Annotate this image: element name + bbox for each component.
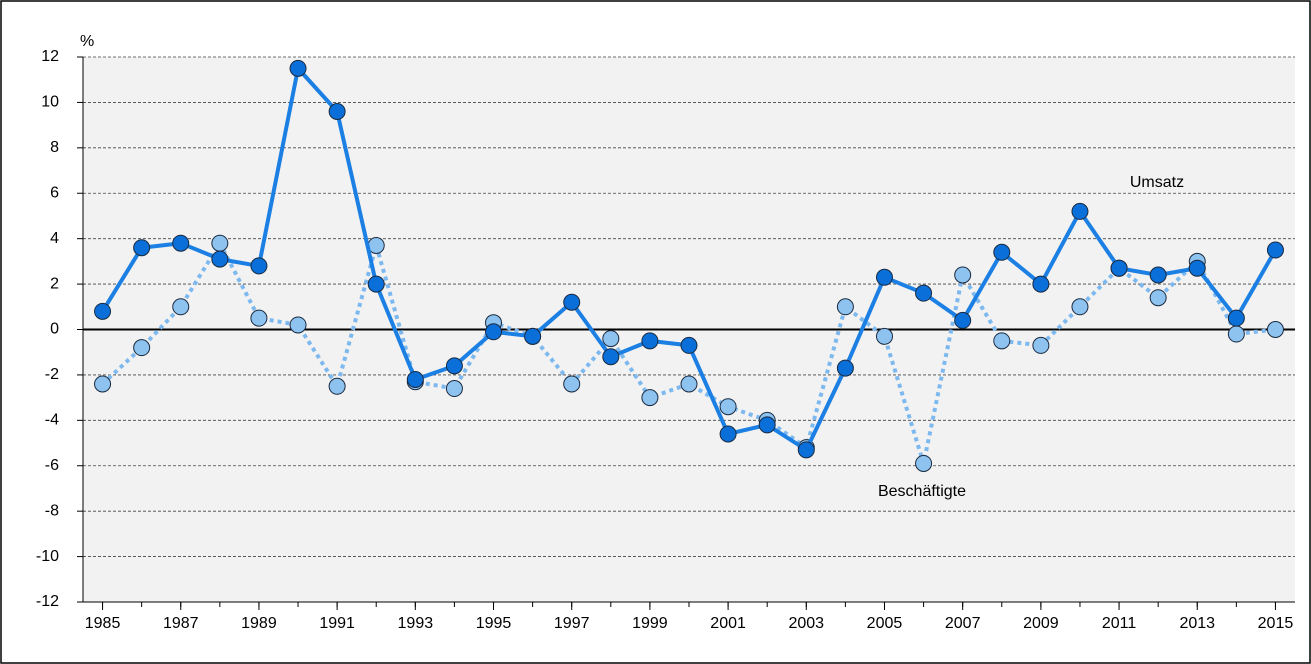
series-annotation: Beschäftigte (878, 483, 966, 500)
x-tick-label: 2015 (1258, 615, 1294, 632)
series-marker (1032, 336, 1050, 354)
series-marker (1149, 289, 1167, 307)
series-marker (250, 257, 268, 275)
y-tick-label: -2 (45, 366, 59, 383)
series-marker (836, 359, 854, 377)
x-tick-label: 1993 (398, 615, 434, 632)
series-marker (1266, 321, 1284, 338)
x-tick-label: 1987 (163, 615, 199, 632)
series-marker (954, 311, 972, 329)
series-marker (328, 103, 346, 120)
x-tick-label: 2013 (1179, 615, 1215, 632)
x-tick-label: 1989 (241, 615, 277, 632)
series-marker (406, 370, 424, 388)
series-marker (680, 375, 698, 393)
y-tick-label: 12 (41, 48, 59, 65)
series-marker (758, 416, 776, 434)
series-marker (1188, 259, 1206, 277)
series-marker (993, 243, 1011, 261)
series-marker (172, 234, 190, 252)
series-marker (211, 234, 229, 252)
series-marker (133, 239, 151, 257)
series-marker (602, 348, 620, 366)
series-marker (680, 336, 698, 354)
series-marker (641, 389, 659, 407)
y-tick-label: 4 (50, 230, 59, 247)
series-marker (1149, 266, 1167, 284)
series-marker (211, 250, 229, 268)
series-marker (954, 266, 972, 284)
series-marker (1266, 241, 1284, 259)
series-marker (797, 441, 815, 459)
series-marker (1032, 275, 1050, 293)
series-marker (1110, 259, 1128, 277)
x-tick-label: 2003 (788, 615, 824, 632)
series-marker (1071, 202, 1089, 220)
series-marker (915, 284, 933, 302)
series-marker (1227, 309, 1245, 327)
x-tick-label: 2009 (1023, 615, 1059, 632)
x-tick-label: 2001 (710, 615, 746, 632)
x-tick-label: 1999 (632, 615, 668, 632)
series-marker (94, 302, 112, 320)
series-marker (1227, 325, 1245, 343)
x-tick-label: 2011 (1102, 615, 1137, 632)
series-marker (172, 298, 190, 316)
y-tick-label: 6 (50, 184, 59, 201)
series-marker (445, 357, 463, 375)
x-tick-label: 2005 (867, 615, 903, 632)
y-tick-label: -10 (36, 548, 59, 565)
x-tick-label: 1995 (476, 615, 512, 632)
series-marker (328, 377, 346, 395)
series-marker (875, 327, 893, 345)
series-marker (250, 309, 268, 327)
series-marker (445, 380, 463, 398)
series-marker (94, 375, 112, 393)
y-unit-label: % (80, 33, 94, 50)
series-marker (563, 293, 581, 311)
series-marker (875, 268, 893, 286)
series-marker (289, 316, 307, 334)
x-tick-label: 2007 (945, 615, 981, 632)
y-tick-label: -8 (45, 502, 59, 519)
series-marker (719, 425, 737, 443)
y-tick-label: -6 (45, 457, 59, 474)
x-tick-label: 1991 (319, 615, 355, 632)
series-marker (641, 332, 659, 350)
series-marker (915, 454, 933, 472)
x-tick-label: 1997 (554, 615, 590, 632)
x-tick-label: 1985 (85, 615, 121, 632)
y-tick-label: 10 (41, 94, 59, 111)
series-marker (1071, 298, 1089, 316)
y-tick-label: 0 (50, 321, 59, 338)
series-marker (563, 375, 581, 393)
series-marker (524, 327, 542, 345)
series-marker (993, 332, 1011, 350)
series-marker (836, 298, 854, 316)
series-marker (719, 398, 737, 416)
series-annotation: Umsatz (1130, 174, 1184, 191)
series-marker (367, 275, 385, 293)
y-tick-label: 8 (50, 139, 59, 156)
y-tick-label: 2 (50, 275, 59, 292)
y-tick-label: -12 (36, 593, 59, 610)
series-marker (289, 59, 307, 77)
series-marker (602, 330, 620, 348)
y-tick-label: -4 (45, 412, 59, 429)
series-marker (485, 323, 503, 341)
series-marker (133, 339, 151, 357)
